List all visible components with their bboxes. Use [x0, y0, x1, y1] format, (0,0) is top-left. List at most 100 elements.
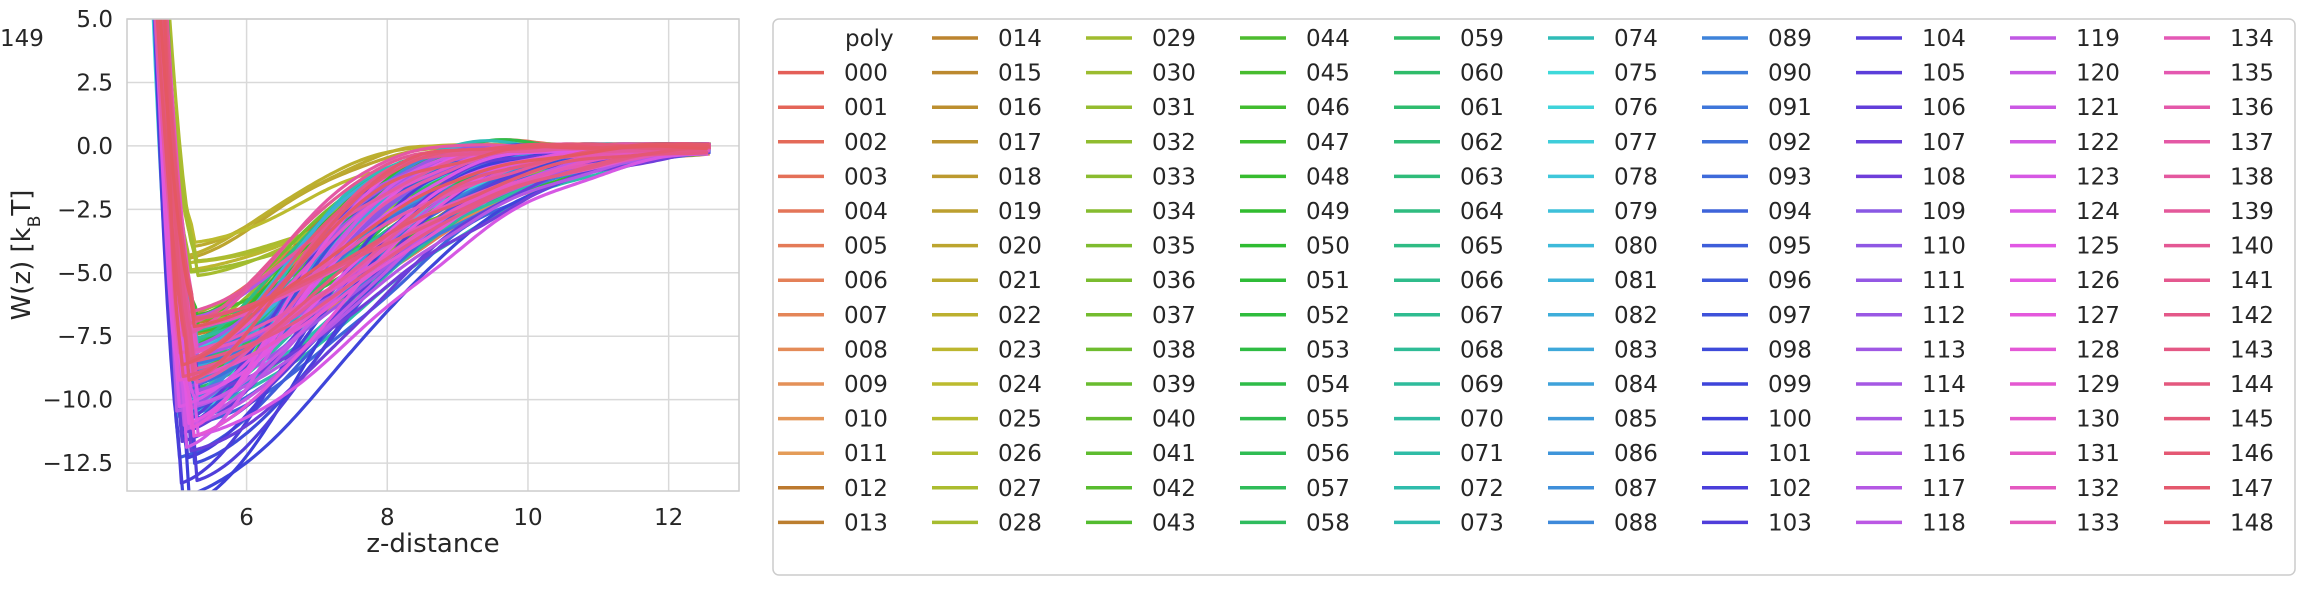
legend-item-002: 002	[778, 130, 888, 156]
x-tick-label: 10	[513, 505, 542, 531]
legend-item-122: 122	[2010, 130, 2120, 156]
legend-label: 095	[1768, 234, 1812, 260]
y-tick-label: −10.0	[43, 388, 113, 414]
legend-label: 094	[1768, 199, 1812, 225]
legend-label: 077	[1614, 130, 1658, 156]
legend-label: 037	[1152, 303, 1196, 329]
legend-item-109: 109	[1856, 199, 1966, 225]
legend-label: 128	[2076, 337, 2120, 363]
plot-area: 6 8 10 12 5.0 2.5 0.0 −2.5 −5.0 −7.5 −10.0 −12.5 z…	[7, 7, 740, 559]
legend-label: 138	[2230, 164, 2274, 190]
legend-label: 012	[844, 476, 888, 502]
legend-label: 102	[1768, 476, 1812, 502]
legend-label: 057	[1306, 476, 1350, 502]
legend-item-139: 139	[2164, 199, 2274, 225]
legend-item-045: 045	[1240, 61, 1350, 87]
legend-item-032: 032	[1086, 130, 1196, 156]
legend-label: 009	[844, 372, 888, 398]
legend-label: 124	[2076, 199, 2120, 225]
legend-label: 052	[1306, 303, 1350, 329]
legend-label: 055	[1306, 407, 1350, 433]
legend-item-098: 098	[1702, 337, 1812, 363]
legend-item-073: 073	[1394, 510, 1504, 536]
legend-label: 040	[1152, 407, 1196, 433]
legend-label: 111	[1922, 268, 1966, 294]
legend-label: 119	[2076, 26, 2120, 52]
legend-item-038: 038	[1086, 337, 1196, 363]
legend-item-113: 113	[1856, 337, 1966, 363]
legend-item-036: 036	[1086, 268, 1196, 294]
legend-label: 014	[998, 26, 1042, 52]
legend-items: 000 001 002 003 004 005 006 007 008 009 010 011 012 0…	[0, 26, 2274, 536]
legend-item-052: 052	[1240, 303, 1350, 329]
legend-item-021: 021	[932, 268, 1042, 294]
legend-label: 041	[1152, 441, 1196, 467]
y-tick-labels: 5.0 2.5 0.0 −2.5 −5.0 −7.5 −10.0 −12.5	[43, 7, 113, 477]
legend-label: 105	[1922, 61, 1966, 87]
legend-label: 091	[1768, 95, 1812, 121]
legend-item-005: 005	[778, 234, 888, 260]
legend-item-025: 025	[932, 407, 1042, 433]
legend-title: poly	[845, 26, 894, 52]
legend-item-007: 007	[778, 303, 888, 329]
legend-item-000: 000	[778, 61, 888, 87]
legend-label: 043	[1152, 510, 1196, 536]
x-tick-label: 8	[380, 505, 395, 531]
legend-label: 015	[998, 61, 1042, 87]
legend-item-110: 110	[1856, 234, 1966, 260]
legend-label: 002	[844, 130, 888, 156]
legend-label: 104	[1922, 26, 1966, 52]
legend-label: 006	[844, 268, 888, 294]
legend-item-107: 107	[1856, 130, 1966, 156]
legend-item-094: 094	[1702, 199, 1812, 225]
legend-label: 011	[844, 441, 888, 467]
legend-item-144: 144	[2164, 372, 2274, 398]
legend-item-008: 008	[778, 337, 888, 363]
legend-item-020: 020	[932, 234, 1042, 260]
legend-item-145: 145	[2164, 407, 2274, 433]
legend-label: 132	[2076, 476, 2120, 502]
legend-label: 030	[1152, 61, 1196, 87]
series-lines	[151, 19, 711, 491]
legend-label: 115	[1922, 407, 1966, 433]
legend-item-080: 080	[1548, 234, 1658, 260]
legend-item-039: 039	[1086, 372, 1196, 398]
legend-item-111: 111	[1856, 268, 1966, 294]
legend-label: 141	[2230, 268, 2274, 294]
legend-label: 107	[1922, 130, 1966, 156]
legend-item-018: 018	[932, 164, 1042, 190]
legend-item-070: 070	[1394, 407, 1504, 433]
legend-item-019: 019	[932, 199, 1042, 225]
legend-item-119: 119	[2010, 26, 2120, 52]
legend-label: 056	[1306, 441, 1350, 467]
legend-item-129: 129	[2010, 372, 2120, 398]
legend-item-059: 059	[1394, 26, 1504, 52]
legend-item-064: 064	[1394, 199, 1504, 225]
legend-item-058: 058	[1240, 510, 1350, 536]
legend-label: 137	[2230, 130, 2274, 156]
legend-label: 109	[1922, 199, 1966, 225]
legend-label: 062	[1460, 130, 1504, 156]
legend-label: 082	[1614, 303, 1658, 329]
legend-label: 100	[1768, 407, 1812, 433]
y-axis-label-subscript: B	[25, 216, 45, 228]
y-axis-label-main: W(z) [k	[7, 227, 37, 320]
legend-label: 060	[1460, 61, 1504, 87]
legend-item-014: 014	[932, 26, 1042, 52]
legend-item-023: 023	[932, 337, 1042, 363]
legend-item-054: 054	[1240, 372, 1350, 398]
legend-item-142: 142	[2164, 303, 2274, 329]
legend-item-012: 012	[778, 476, 888, 502]
legend-item-103: 103	[1702, 510, 1812, 536]
legend-label: 007	[844, 303, 888, 329]
legend-label: 130	[2076, 407, 2120, 433]
legend-item-079: 079	[1548, 199, 1658, 225]
legend-label: 020	[998, 234, 1042, 260]
series-line-146	[162, 19, 709, 321]
legend-item-065: 065	[1394, 234, 1504, 260]
legend-item-102: 102	[1702, 476, 1812, 502]
legend-label: 025	[998, 407, 1042, 433]
legend-label: 139	[2230, 199, 2274, 225]
legend-item-131: 131	[2010, 441, 2120, 467]
legend-item-081: 081	[1548, 268, 1658, 294]
